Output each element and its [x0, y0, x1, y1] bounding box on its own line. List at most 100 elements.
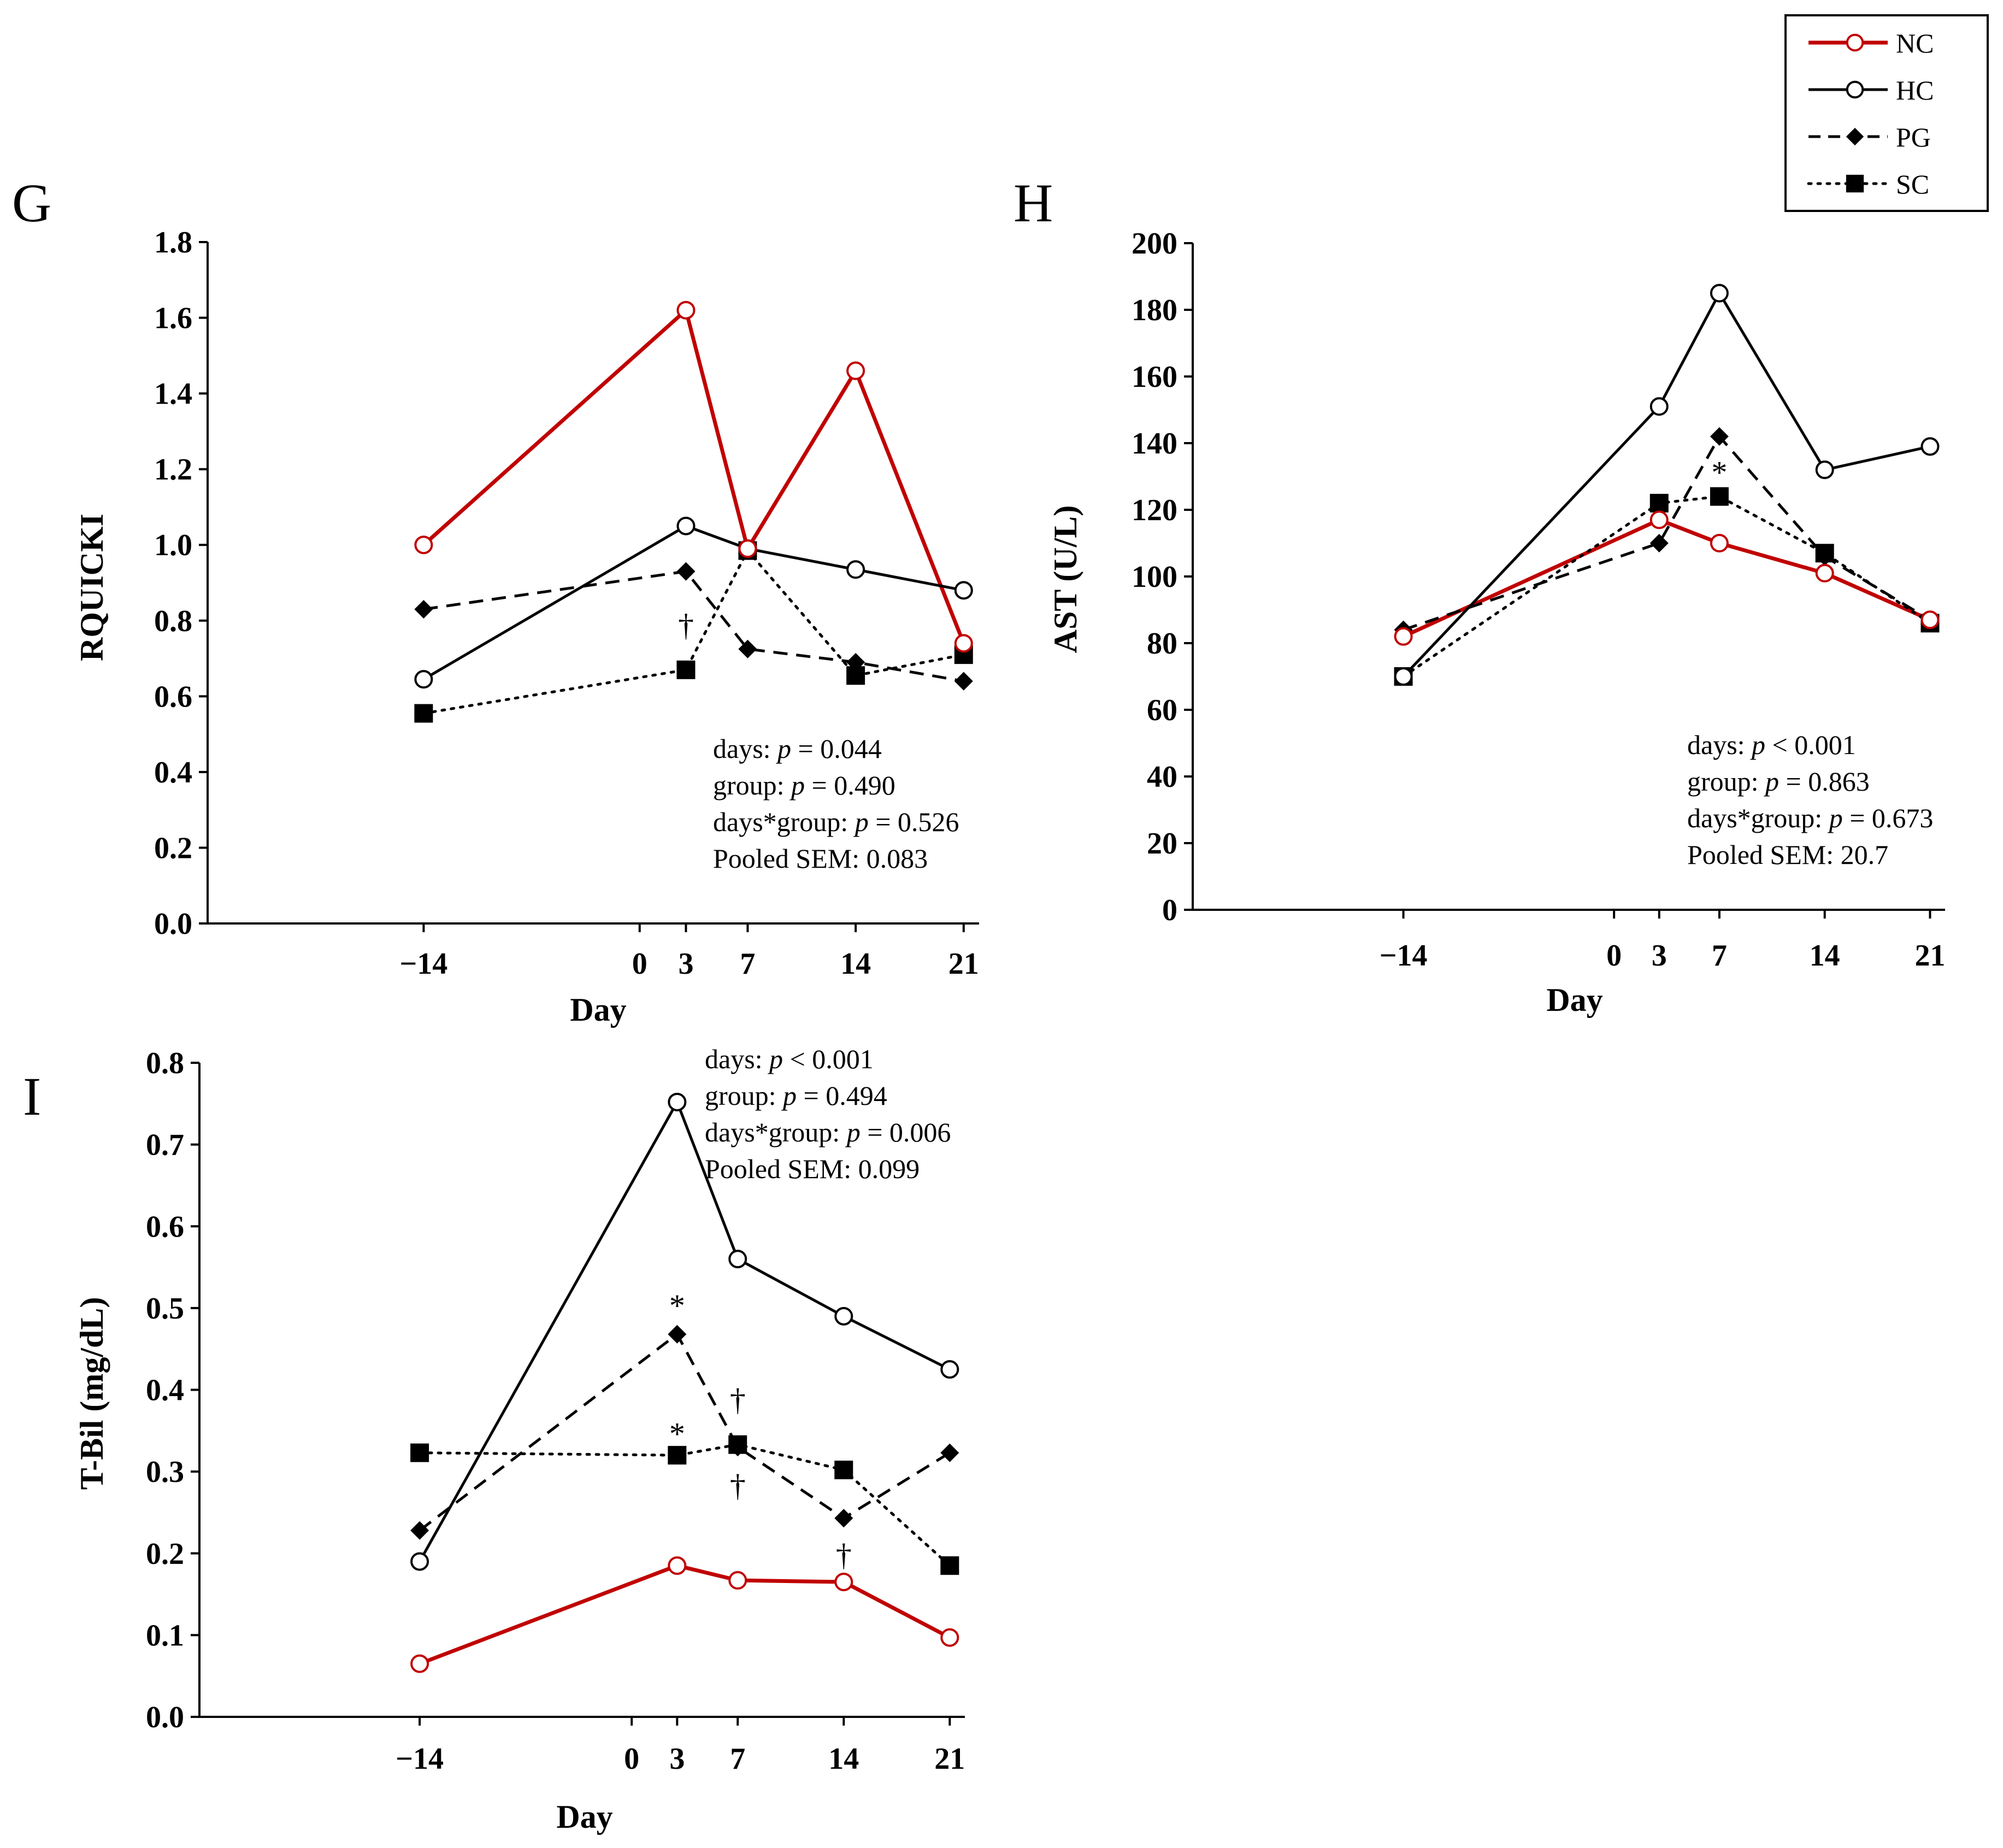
x-tick-label-i: 0 — [624, 1742, 639, 1776]
x-tick-label-h: −14 — [1380, 939, 1428, 973]
y-tick-label-g: 1.2 — [154, 453, 192, 487]
data-point-hc-g — [954, 581, 973, 600]
data-point-hc-g — [414, 670, 433, 689]
x-tick-label-i: 3 — [669, 1742, 685, 1776]
y-tick-label-h: 120 — [1132, 493, 1177, 527]
series-points-i — [410, 1092, 959, 1673]
panel-label-i: I — [23, 1066, 41, 1127]
stat-line-h: days: p < 0.001 — [1687, 729, 1856, 760]
data-point-nc-i — [410, 1654, 429, 1673]
x-tick-label-i: 7 — [730, 1742, 745, 1776]
x-tick-label-g: 3 — [678, 947, 693, 981]
data-point-hc-h — [1920, 437, 1940, 456]
legend-marker-hc — [1846, 80, 1864, 99]
data-point-pg-i — [668, 1325, 687, 1344]
data-point-sc-g — [676, 660, 696, 679]
significance-mark-h: * — [1711, 455, 1727, 490]
data-point-hc-h — [1394, 667, 1413, 686]
stat-line-h: days*group: p = 0.673 — [1687, 803, 1933, 833]
data-point-nc-i — [728, 1571, 747, 1590]
y-tick-label-g: 1.8 — [154, 226, 192, 260]
y-axis-title-i: T-Bil (mg/dL) — [74, 1297, 110, 1490]
data-point-sc-i — [668, 1446, 687, 1465]
data-point-pg-g — [846, 652, 865, 672]
stat-line-i: Pooled SEM: 0.099 — [705, 1153, 920, 1184]
y-tick-label-h: 180 — [1132, 293, 1177, 327]
stat-line-i: days*group: p = 0.006 — [705, 1117, 951, 1147]
data-point-pg-g — [954, 672, 973, 691]
y-tick-label-i: 0.4 — [146, 1374, 184, 1408]
y-axis-title-g: RQUICKI — [74, 514, 110, 661]
stat-line-i: days: p < 0.001 — [705, 1044, 874, 1074]
data-point-nc-h — [1710, 534, 1729, 552]
panel-h: H AST (U/L) Day 020406080100120140160180… — [1014, 173, 1945, 1018]
data-point-hc-h — [1815, 460, 1834, 479]
y-tick-label-h: 80 — [1147, 627, 1177, 661]
y-tick-label-i: 0.8 — [146, 1046, 184, 1080]
x-tick-label-i: 14 — [828, 1742, 859, 1776]
y-tick-label-g: 0.8 — [154, 604, 192, 638]
legend-box — [1784, 14, 1989, 212]
data-point-pg-i — [728, 1438, 747, 1457]
y-tick-label-i: 0.1 — [146, 1619, 184, 1652]
x-tick-label-g: 0 — [632, 947, 647, 981]
x-tick-label-g: 21 — [949, 947, 979, 981]
stat-line-h: Pooled SEM: 20.7 — [1687, 839, 1888, 870]
legend-items: NC HC PG SC — [1807, 28, 1934, 199]
data-point-nc-g — [738, 539, 757, 558]
data-point-hc-i — [940, 1360, 959, 1379]
series-line-pg-i — [419, 1333, 951, 1532]
data-point-pg-i — [940, 1443, 959, 1462]
significance-mark-i: * — [669, 1288, 685, 1323]
x-tick-label-h: 3 — [1652, 939, 1667, 973]
series-points-h — [1394, 284, 1940, 686]
y-tick-label-g: 1.6 — [154, 302, 192, 336]
x-tick-label-i: 21 — [934, 1742, 965, 1776]
data-point-nc-g — [954, 634, 973, 653]
x-tick-label-g: 7 — [740, 947, 755, 981]
y-tick-label-h: 140 — [1132, 427, 1177, 461]
data-point-nc-h — [1920, 610, 1940, 629]
legend-label-hc: HC — [1896, 75, 1934, 105]
significance-mark-i: † — [730, 1382, 746, 1417]
x-tick-label-h: 21 — [1914, 939, 1945, 973]
data-point-sc-i — [834, 1461, 853, 1480]
y-tick-label-g: 0.6 — [154, 680, 192, 714]
stat-line-g: group: p = 0.490 — [713, 770, 896, 801]
series-line-sc-h — [1402, 495, 1931, 678]
data-point-pg-g — [414, 599, 433, 619]
y-tick-label-i: 0.2 — [146, 1537, 184, 1571]
panel-label-h: H — [1014, 173, 1053, 233]
legend-label-pg: PG — [1896, 122, 1931, 152]
legend-label-sc: SC — [1896, 169, 1929, 199]
series-line-pg-g — [423, 570, 964, 683]
legend: NC HC PG SC — [1784, 14, 1989, 212]
data-point-sc-i — [940, 1556, 959, 1575]
stat-line-h: group: p = 0.863 — [1687, 766, 1870, 797]
y-tick-label-h: 20 — [1147, 827, 1177, 861]
data-point-pg-h — [1649, 534, 1669, 552]
legend-marker-sc — [1846, 174, 1864, 193]
x-axis-title-g: Day — [570, 992, 626, 1028]
data-point-nc-i — [834, 1573, 853, 1592]
significance-mark-i: † — [730, 1468, 746, 1503]
y-tick-label-h: 160 — [1132, 360, 1177, 394]
y-axis-title-h: AST (U/L) — [1047, 505, 1083, 654]
legend-label-nc: NC — [1896, 28, 1934, 58]
data-point-pg-i — [410, 1521, 429, 1540]
data-point-hc-g — [676, 516, 696, 535]
panel-label-g: G — [12, 173, 51, 233]
x-tick-label-i: −14 — [396, 1742, 444, 1776]
y-tick-label-g: 0.0 — [154, 907, 192, 941]
y-tick-label-i: 0.3 — [146, 1455, 184, 1489]
y-tick-label-g: 1.4 — [154, 377, 192, 411]
stat-line-g: days: p = 0.044 — [713, 733, 882, 764]
y-tick-label-h: 60 — [1147, 693, 1177, 727]
data-point-hc-i — [728, 1250, 747, 1269]
data-point-hc-h — [1710, 284, 1729, 303]
data-point-nc-g — [676, 301, 696, 320]
stat-line-i: group: p = 0.494 — [705, 1080, 887, 1111]
data-point-sc-i — [410, 1443, 429, 1462]
data-point-hc-i — [834, 1306, 853, 1326]
